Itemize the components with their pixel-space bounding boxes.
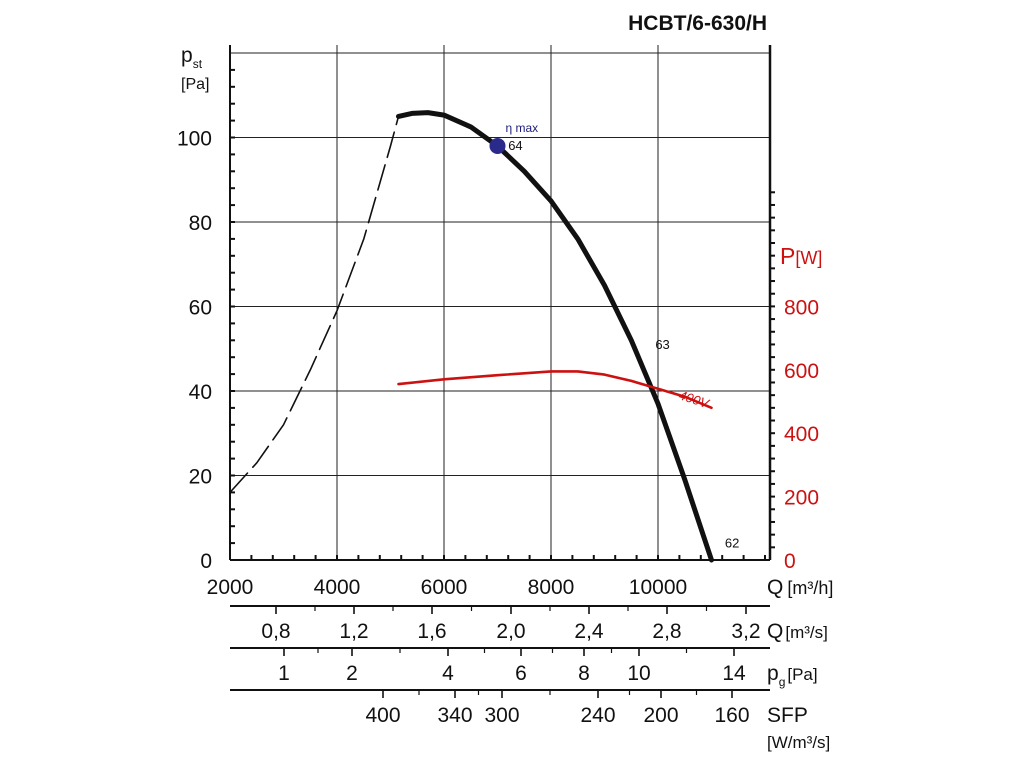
scale-tick-label: 200 xyxy=(643,704,678,727)
scale-tick-label: 6 xyxy=(515,662,527,685)
scale-tick-label: 2,0 xyxy=(496,620,525,643)
y-axis-title: pst xyxy=(181,44,203,71)
scale-title-unit: [Pa] xyxy=(787,665,817,684)
scale-title-main: SFP xyxy=(767,704,808,727)
scale-title: Q [m³/s] xyxy=(767,620,828,643)
scale-tick-label: 1,2 xyxy=(339,620,368,643)
scale-tick-label: 240 xyxy=(580,704,615,727)
scale-tick-label: 3,2 xyxy=(731,620,760,643)
y-axis-unit: [Pa] xyxy=(181,76,209,93)
annotations: η max 64 63 62 xyxy=(489,121,739,550)
tick-labels: 0 20 40 60 80 100 0 200 400 600 800 2000 4000 6000 800… xyxy=(177,128,819,600)
series-line-400v xyxy=(397,370,713,410)
scale-tick-label: 300 xyxy=(484,704,519,727)
scale-title-unit: [m³/s] xyxy=(785,623,828,642)
scale-tick-label: 400 xyxy=(365,704,400,727)
scale-tick-label: 4 xyxy=(442,662,454,685)
scale-tick-label: 340 xyxy=(437,704,472,727)
x-tick-label: 8000 xyxy=(528,576,575,599)
y2-tick-label: 400 xyxy=(784,423,819,446)
scale-title: pg [Pa] xyxy=(767,662,818,689)
curve-annotation: 63 xyxy=(655,337,669,352)
y-tick-label: 20 xyxy=(189,466,212,489)
y2-tick-label: 600 xyxy=(784,360,819,383)
y-tick-label: 80 xyxy=(189,212,212,235)
axes xyxy=(229,45,775,561)
y2-axis-title-main: P xyxy=(780,243,795,269)
x-tick-label: 10000 xyxy=(629,576,687,599)
y2-tick-label: 200 xyxy=(784,487,819,510)
scale-tick-label: 160 xyxy=(714,704,749,727)
curve-annotation: 62 xyxy=(725,535,739,550)
secondary-scales: 0,8 1,2 1,6 2,0 2,4 2,8 3,2 Q [m³/s]1 2 4 6 8 10 14 pg[… xyxy=(230,605,830,752)
y2-axis-title: P[W] xyxy=(780,243,822,269)
series-layer: 400V xyxy=(229,110,714,563)
scale-title-main: Q xyxy=(767,620,783,643)
eta-max-label: η max xyxy=(506,121,539,135)
y-axis-title-sub: st xyxy=(193,57,203,71)
x-tick-label: 6000 xyxy=(421,576,468,599)
y-tick-label: 40 xyxy=(189,381,212,404)
scale-tick-label: 2 xyxy=(346,662,358,685)
y2-axis-title-unit: [W] xyxy=(795,248,822,268)
eta-max-marker xyxy=(489,137,506,154)
scale-title-sub: g xyxy=(779,675,786,689)
y-tick-label: 60 xyxy=(189,297,212,320)
y-axis-title-main: p xyxy=(181,44,193,67)
scale-tick-label: 2,8 xyxy=(652,620,681,643)
scale-tick-label: 1,6 xyxy=(417,620,446,643)
x-axis-title-main: Q xyxy=(767,576,783,599)
y-tick-label: 100 xyxy=(177,128,212,151)
scale-title-unit: [W/m³/s] xyxy=(767,733,830,752)
x-tick-label: 2000 xyxy=(207,576,254,599)
x-axis-title: Q [m³/h] xyxy=(767,576,833,599)
grid xyxy=(230,45,770,560)
y2-tick-label: 0 xyxy=(784,550,796,573)
y2-tick-label: 800 xyxy=(784,296,819,319)
series-line-pressure xyxy=(396,110,714,563)
curve-annotation: 64 xyxy=(508,138,522,153)
y-tick-label: 0 xyxy=(200,550,212,573)
scale-title-main: p xyxy=(767,662,779,685)
series-line-dashed xyxy=(229,115,400,494)
scale-title: SFP xyxy=(767,704,808,727)
scale-tick-label: 1 xyxy=(278,662,290,685)
scale-tick-label: 10 xyxy=(627,662,650,685)
x-axis-title-unit: [m³/h] xyxy=(787,578,833,598)
x-tick-label: 4000 xyxy=(314,576,361,599)
scale-tick-label: 2,4 xyxy=(574,620,604,643)
chart-title: HCBT/6-630/H xyxy=(628,12,767,35)
scale-tick-label: 8 xyxy=(578,662,590,685)
scale-tick-label: 0,8 xyxy=(261,620,290,643)
scale-tick-label: 14 xyxy=(722,662,746,685)
